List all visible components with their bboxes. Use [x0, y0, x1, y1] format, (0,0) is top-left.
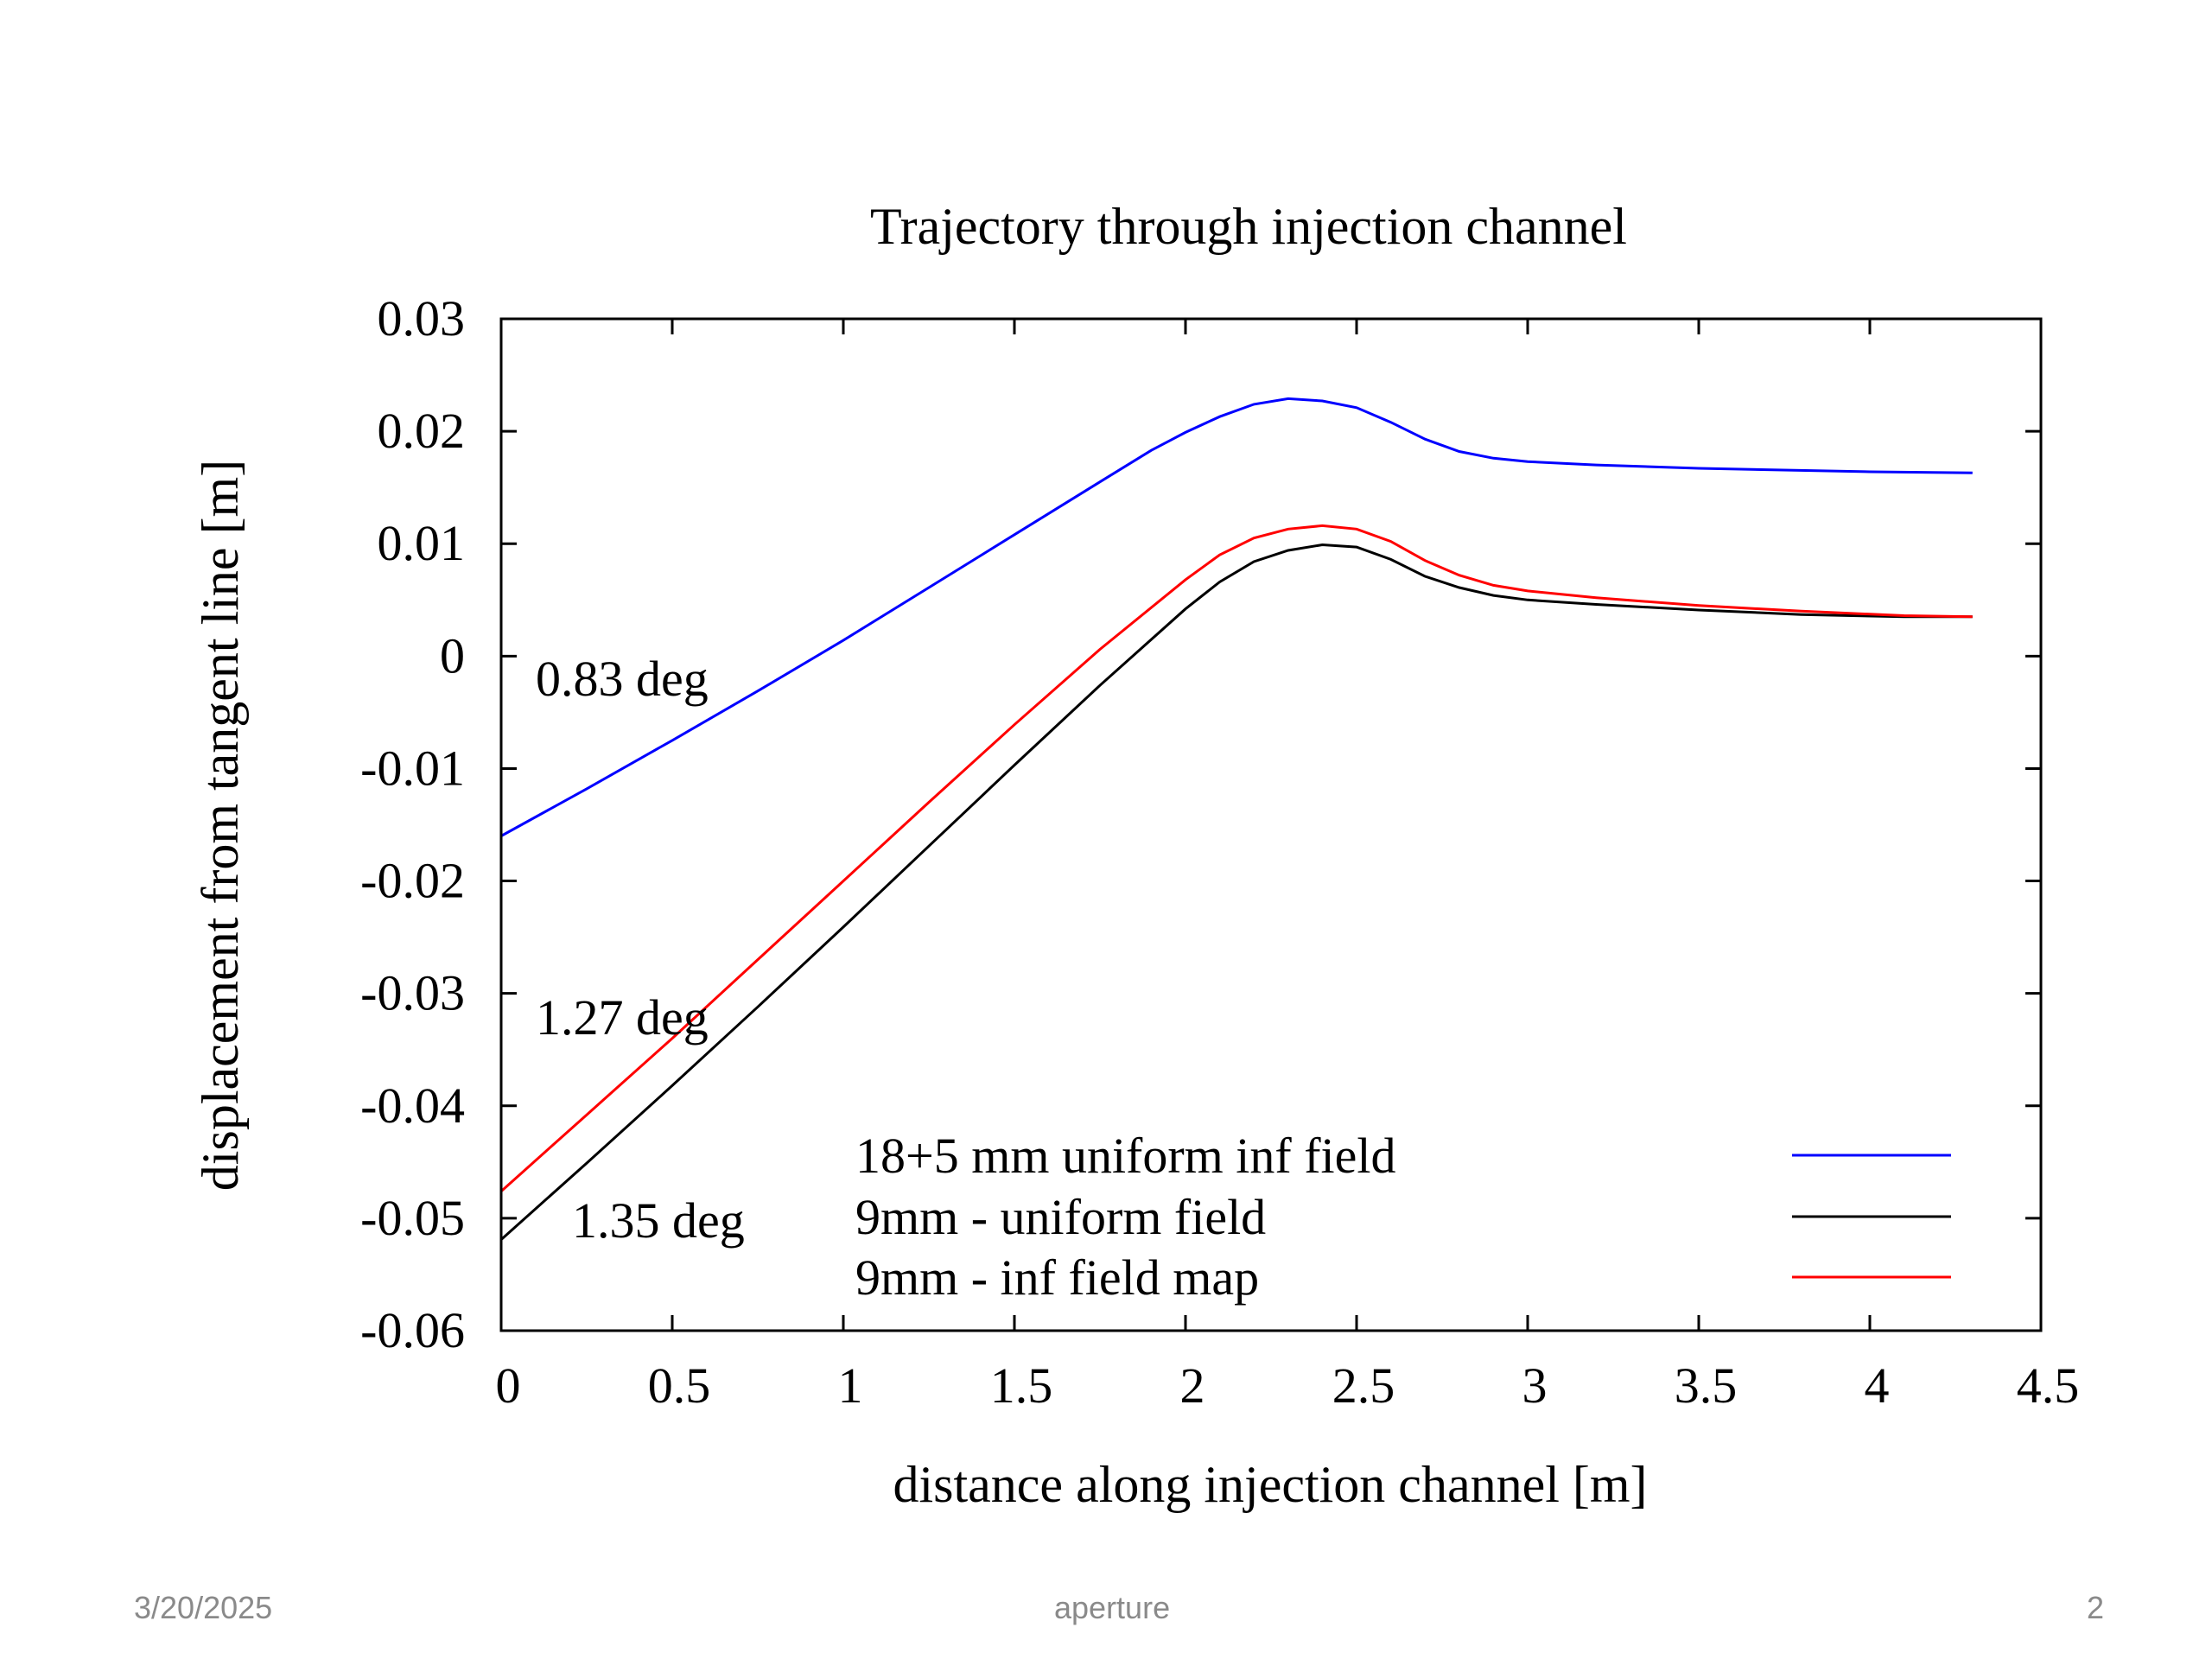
- y-tick-label: -0.05: [360, 1190, 465, 1246]
- footer-date: 3/20/2025: [134, 1590, 273, 1625]
- series-line-1: [500, 397, 1973, 837]
- x-tick-label: 4.5: [2017, 1357, 2080, 1414]
- x-tick-label: 3.5: [1675, 1357, 1738, 1414]
- x-tick-label: 1.5: [990, 1357, 1053, 1414]
- legend-label-1: 18+5 mm uniform inf field: [855, 1128, 1396, 1184]
- series-line-3: [500, 524, 1973, 1192]
- plot-series: [500, 397, 1973, 1241]
- y-tick-label: 0: [440, 627, 465, 683]
- legend-label-2: 9mm - uniform field: [855, 1189, 1266, 1245]
- footer-title: aperture: [1054, 1590, 1171, 1625]
- x-tick-label: 3: [1522, 1357, 1548, 1414]
- chart-title: Trajectory through injection channel: [870, 198, 1627, 255]
- plot-frame: [499, 317, 2043, 1332]
- x-tick-label: 2: [1180, 1357, 1205, 1414]
- annotation-1-35-deg: 1.35 deg: [572, 1192, 745, 1249]
- y-tick-labels: 0.03 0.02 0.01 0 -0.01 -0.02 -0.03 -0.04 -0.05 -0…: [360, 290, 465, 1358]
- axis-ticks: [499, 317, 2043, 1332]
- x-tick-label: 0: [496, 1357, 521, 1414]
- y-axis-label: displacement from tangent line [m]: [192, 460, 249, 1191]
- y-tick-label: -0.04: [360, 1077, 465, 1134]
- y-tick-label: 0.02: [378, 403, 466, 459]
- x-tick-labels: 0 0.5 1 1.5 2 2.5 3 3.5 4 4.5: [496, 1357, 2080, 1414]
- annotation-0-83-deg: 0.83 deg: [536, 651, 709, 707]
- x-tick-label: 0.5: [648, 1357, 711, 1414]
- x-axis-label: distance along injection channel [m]: [893, 1456, 1647, 1513]
- page-number: 2: [2087, 1590, 2105, 1625]
- y-tick-label: 0.01: [378, 515, 466, 571]
- x-tick-label: 2.5: [1332, 1357, 1395, 1414]
- y-tick-label: -0.06: [360, 1302, 465, 1358]
- x-tick-label: 1: [838, 1357, 863, 1414]
- series-line-2: [500, 543, 1973, 1241]
- y-tick-label: -0.03: [360, 965, 465, 1021]
- x-tick-label: 4: [1865, 1357, 1890, 1414]
- y-tick-label: -0.01: [360, 740, 465, 796]
- y-tick-label: 0.03: [378, 290, 466, 346]
- annotation-1-27-deg: 1.27 deg: [536, 989, 709, 1046]
- y-tick-label: -0.02: [360, 853, 465, 909]
- legend-label-3: 9mm - inf field map: [855, 1249, 1259, 1306]
